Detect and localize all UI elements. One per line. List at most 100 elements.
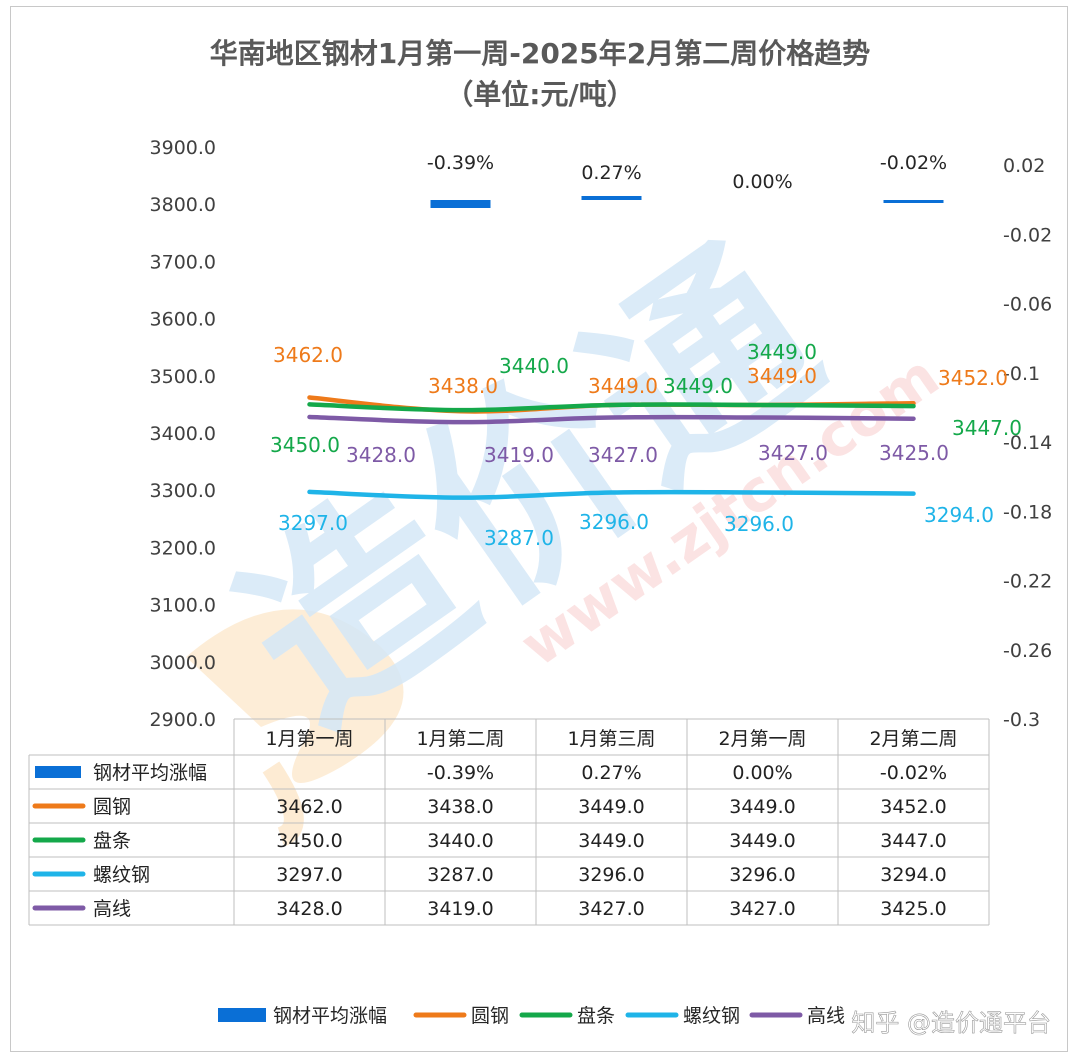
right-tick-label: 0.02 (1003, 155, 1045, 177)
table-cell: 3297.0 (276, 864, 342, 886)
line-series (307, 395, 916, 500)
legend: 钢材平均涨幅 圆钢 盘条 螺纹钢 高线 (218, 1005, 845, 1027)
right-tick-label: -0.22 (1003, 571, 1052, 593)
chart-title: 华南地区钢材1月第一周-2025年2月第二周价格趋势 (210, 37, 871, 70)
table-row-label: 圆钢 (93, 796, 131, 818)
table-cell: 3428.0 (276, 898, 342, 920)
table-cell: 3296.0 (729, 864, 795, 886)
round-steel-data-label: 3449.0 (747, 364, 817, 388)
rebar-data-label: 3296.0 (579, 510, 649, 534)
table-cell: 3427.0 (578, 898, 644, 920)
table-row-label: 高线 (93, 898, 131, 920)
right-axis-ticks: 0.02 -0.02 -0.06 -0.1 -0.14 -0.18 -0.22 -0.26 -0… (1003, 155, 1052, 731)
table-cell: 3450.0 (276, 830, 342, 852)
table-legend-key (35, 766, 81, 778)
rebar-data-label: 3297.0 (278, 511, 348, 535)
bar-mark (430, 200, 491, 208)
right-tick-label: -0.3 (1003, 709, 1040, 731)
rebar-line (307, 489, 916, 500)
wire-rod-data-label: 3440.0 (499, 354, 569, 378)
table-cell: 3449.0 (729, 796, 795, 818)
left-tick-label: 2900.0 (150, 709, 216, 731)
table-row-label: 螺纹钢 (93, 864, 150, 886)
chart-frame: 造价通 www.zjtcn.com 华南地区钢材1月第一周-2025年2月第二周… (10, 6, 1068, 1052)
rebar-data-label: 3296.0 (724, 512, 794, 536)
watermark-orange-stroke (262, 761, 304, 847)
table-header-cell: 2月第二周 (869, 728, 957, 750)
table-header-cell: 1月第一周 (265, 728, 353, 750)
table-cell: 3425.0 (880, 898, 946, 920)
legend-label: 高线 (807, 1005, 845, 1027)
table-cell: 3449.0 (578, 830, 644, 852)
left-tick-label: 3900.0 (150, 137, 216, 159)
left-tick-label: 3300.0 (150, 480, 216, 502)
right-tick-label: -0.06 (1003, 294, 1052, 316)
right-tick-label: -0.1 (1003, 363, 1040, 385)
left-tick-label: 3400.0 (150, 423, 216, 445)
table-cell: -0.39% (427, 762, 494, 784)
right-tick-label: -0.02 (1003, 224, 1052, 246)
wire-rod-data-label: 3450.0 (270, 433, 340, 457)
table-cell: 3447.0 (880, 830, 946, 852)
bar-mark (581, 196, 642, 200)
table-cell: 0.27% (581, 762, 641, 784)
legend-label: 盘条 (577, 1005, 615, 1027)
table-header-cell: 1月第二周 (416, 728, 504, 750)
right-tick-label: -0.18 (1003, 501, 1052, 523)
table-cell: 3294.0 (880, 864, 946, 886)
right-tick-label: -0.14 (1003, 432, 1052, 454)
bar-series: -0.39% 0.27% 0.00% -0.02% (427, 152, 947, 208)
table-cell: 3462.0 (276, 796, 342, 818)
round-steel-data-label: 3452.0 (938, 366, 1008, 390)
left-axis-ticks: 3900.0 3800.0 3700.0 3600.0 3500.0 3400.0 3300… (150, 137, 216, 731)
table-header-cell: 2月第一周 (718, 728, 806, 750)
table-row-label: 钢材平均涨幅 (93, 762, 207, 784)
bar-data-label: -0.39% (427, 152, 494, 174)
table-cell: 3440.0 (427, 830, 493, 852)
high-wire-line (307, 414, 916, 425)
bar-mark (883, 200, 944, 203)
left-tick-label: 3500.0 (150, 366, 216, 388)
legend-label: 圆钢 (471, 1005, 509, 1027)
table-cell: 3296.0 (578, 864, 644, 886)
rebar-data-label: 3294.0 (924, 503, 994, 527)
chart-svg: 造价通 www.zjtcn.com 华南地区钢材1月第一周-2025年2月第二周… (28, 37, 1052, 1037)
table-cell: 3427.0 (729, 898, 795, 920)
bar-data-label: 0.27% (581, 162, 641, 184)
watermark-orange-logo (186, 609, 404, 783)
wire-rod-data-label: 3449.0 (663, 374, 733, 398)
wire-rod-line (307, 402, 916, 413)
legend-label: 螺纹钢 (683, 1005, 740, 1027)
round-steel-data-label: 3438.0 (428, 374, 498, 398)
table-cell: 3438.0 (427, 796, 493, 818)
table-cell: 3449.0 (729, 830, 795, 852)
table-row-label: 盘条 (93, 830, 131, 852)
bar-data-label: 0.00% (732, 171, 792, 193)
left-tick-label: 3000.0 (150, 652, 216, 674)
table-cell: -0.02% (880, 762, 947, 784)
high-wire-data-label: 3427.0 (758, 441, 828, 465)
high-wire-data-label: 3425.0 (879, 441, 949, 465)
right-tick-label: -0.26 (1003, 640, 1052, 662)
left-tick-label: 3600.0 (150, 309, 216, 331)
table-cell: 3449.0 (578, 796, 644, 818)
wire-rod-data-label: 3449.0 (747, 340, 817, 364)
legend-key (218, 1008, 266, 1022)
legend-label: 钢材平均涨幅 (273, 1005, 387, 1027)
high-wire-data-label: 3419.0 (484, 443, 554, 467)
table-header-cell: 1月第三周 (567, 728, 655, 750)
left-tick-label: 3800.0 (150, 194, 216, 216)
table-cell: 0.00% (732, 762, 792, 784)
left-tick-label: 3700.0 (150, 251, 216, 273)
chart-subtitle: （单位:元/吨） (445, 78, 634, 111)
footer-watermark-text: 知乎 @造价通平台 (851, 1009, 1051, 1037)
high-wire-data-label: 3428.0 (346, 443, 416, 467)
table-cell: 3452.0 (880, 796, 946, 818)
table-cell: 3419.0 (427, 898, 493, 920)
rebar-data-label: 3287.0 (484, 526, 554, 550)
left-tick-label: 3100.0 (150, 595, 216, 617)
round-steel-data-label: 3449.0 (588, 374, 658, 398)
left-tick-label: 3200.0 (150, 537, 216, 559)
high-wire-data-label: 3427.0 (588, 443, 658, 467)
